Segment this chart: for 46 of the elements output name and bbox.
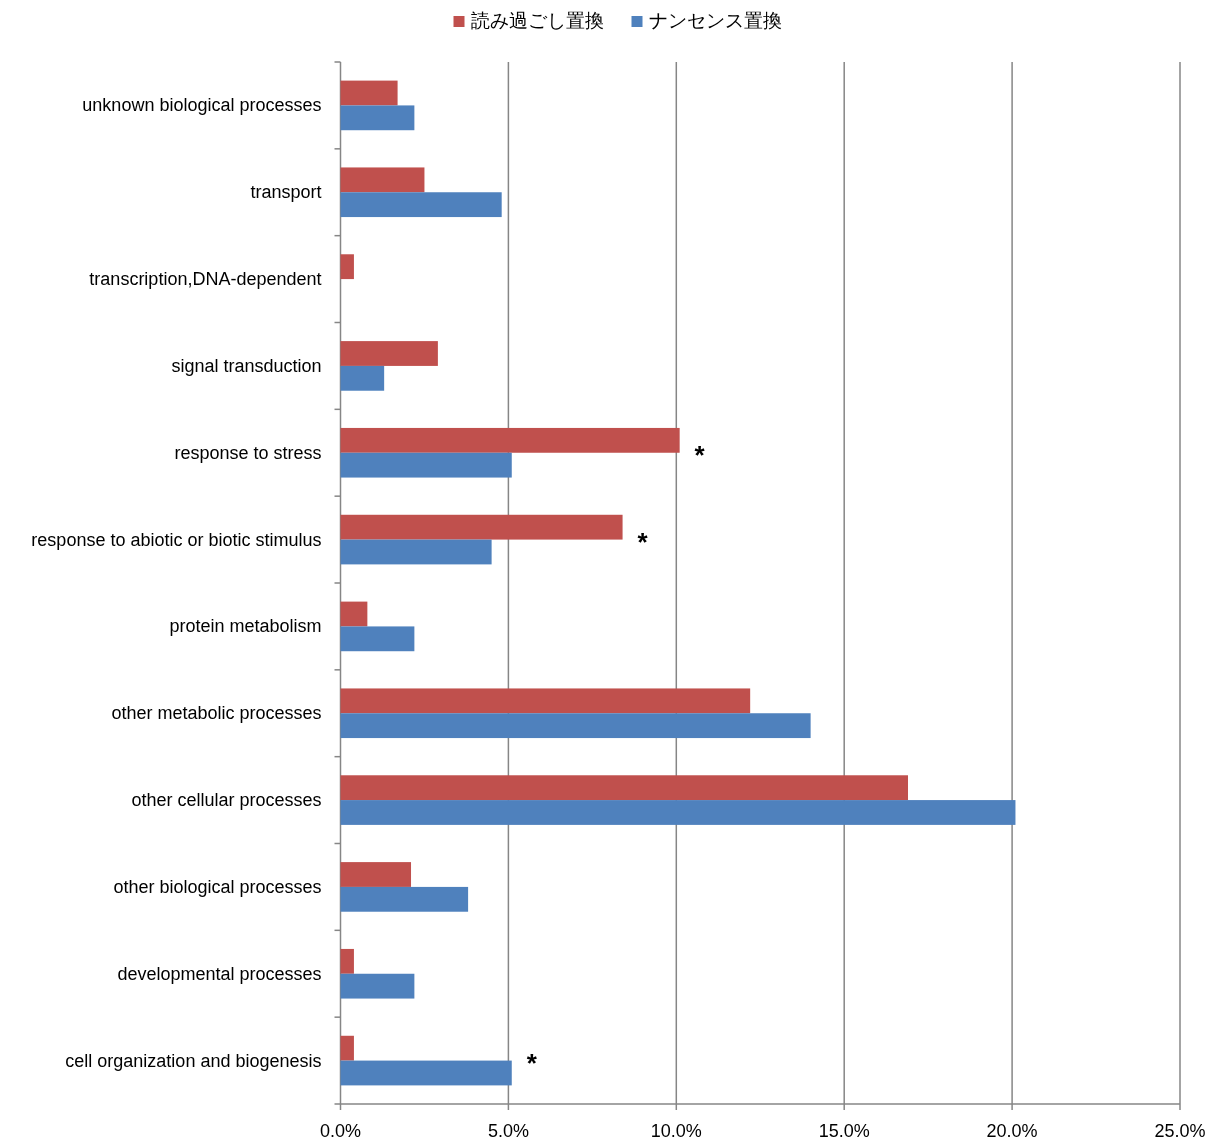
y-tick-label: transcription,DNA-dependent	[89, 269, 322, 290]
bar	[340, 452, 512, 478]
bar	[340, 365, 385, 391]
y-tick-label: other metabolic processes	[111, 703, 322, 724]
bar	[340, 775, 908, 801]
bar	[340, 688, 751, 714]
x-tick-label: 0.0%	[319, 1121, 362, 1140]
bar	[340, 167, 425, 193]
legend-label: 読み過ごし置換	[470, 10, 604, 31]
bar	[340, 192, 502, 218]
bar	[340, 514, 623, 540]
y-tick-label: response to stress	[174, 442, 322, 463]
y-tick-label: developmental processes	[117, 963, 322, 984]
bar	[340, 254, 354, 280]
bar	[340, 973, 415, 999]
bar	[340, 862, 412, 887]
y-tick-label: other cellular processes	[131, 790, 322, 811]
bar	[340, 105, 415, 131]
x-tick-label: 10.0%	[650, 1121, 702, 1140]
bar	[340, 1060, 512, 1086]
y-tick-label: response to abiotic or biotic stimulus	[31, 529, 322, 550]
annotation: *	[694, 439, 706, 470]
y-tick-label: unknown biological processes	[82, 95, 322, 116]
y-tick-label: other biological processes	[113, 876, 322, 897]
x-tick-label: 5.0%	[487, 1121, 529, 1140]
bar	[340, 713, 811, 739]
x-tick-label: 15.0%	[818, 1121, 870, 1140]
annotation: *	[637, 526, 649, 557]
bar	[340, 601, 368, 627]
bar	[340, 626, 415, 652]
legend-label: ナンセンス置換	[648, 10, 782, 31]
y-tick-label: protein metabolism	[169, 616, 322, 637]
x-tick-label: 20.0%	[986, 1121, 1038, 1140]
bar	[340, 1035, 354, 1061]
bar	[340, 948, 354, 974]
annotation: *	[526, 1047, 538, 1078]
y-tick-label: transport	[250, 182, 322, 203]
bar	[340, 80, 398, 106]
y-tick-label: cell organization and biogenesis	[65, 1050, 322, 1071]
bar	[340, 427, 680, 453]
bar	[340, 800, 1016, 825]
x-tick-label: 25.0%	[1154, 1121, 1206, 1140]
bar	[340, 341, 438, 366]
y-tick-label: signal transduction	[171, 355, 322, 376]
bar	[340, 886, 469, 912]
bar	[340, 539, 492, 565]
